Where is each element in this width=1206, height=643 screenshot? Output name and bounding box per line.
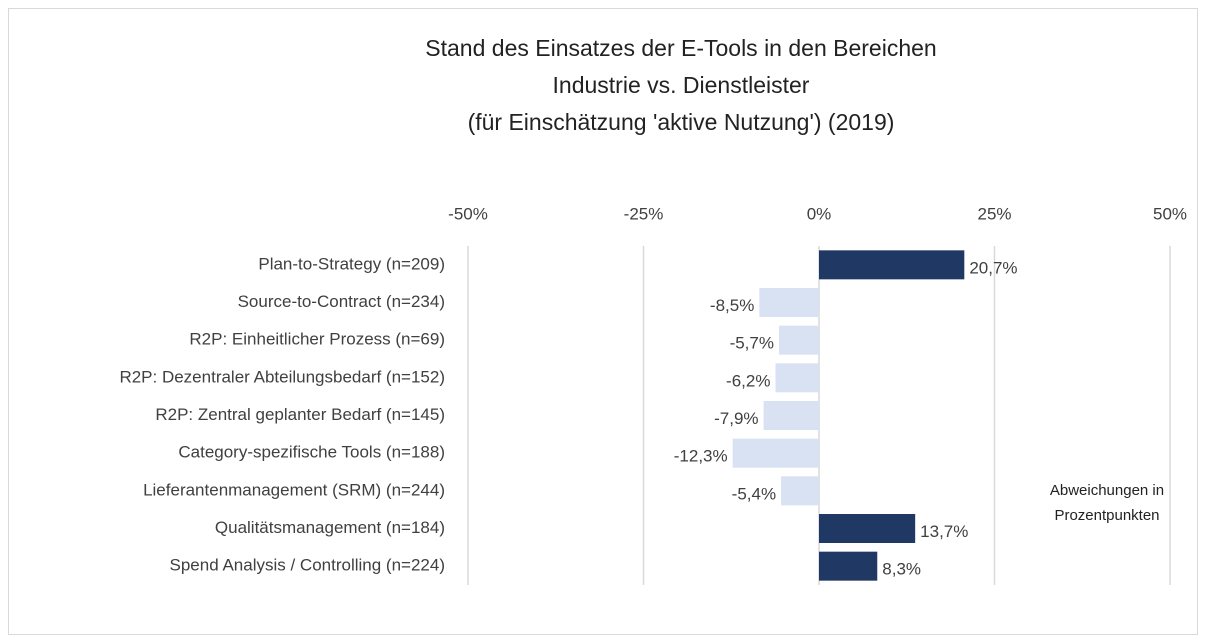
bar — [819, 551, 878, 581]
value-label: -6,2% — [726, 371, 770, 390]
y-tick-label: R2P: Dezentraler Abteilungsbedarf (n=152… — [119, 367, 445, 386]
x-tick-label: 25% — [977, 204, 1011, 223]
bar — [819, 514, 916, 543]
y-tick-label: Source-to-Contract (n=234) — [238, 292, 445, 311]
bar — [781, 476, 819, 506]
x-tick-label: -25% — [624, 204, 664, 223]
y-tick-label: Lieferantenmanagement (SRM) (n=244) — [143, 480, 445, 499]
chart-title: (für Einschätzung 'aktive Nutzung') (201… — [468, 109, 895, 135]
y-tick-label: Plan-to-Strategy (n=209) — [258, 254, 445, 273]
value-label: -7,9% — [714, 409, 758, 428]
y-tick-label: Spend Analysis / Controlling (n=224) — [170, 556, 445, 575]
chart-frame — [8, 8, 1198, 635]
annotation: Abweichungen in — [1050, 482, 1164, 499]
x-tick-label: 50% — [1153, 204, 1187, 223]
value-label: -12,3% — [674, 447, 728, 466]
value-label: 20,7% — [969, 258, 1017, 277]
x-tick-label: -50% — [448, 204, 488, 223]
value-label: -8,5% — [710, 296, 754, 315]
value-label: 13,7% — [920, 522, 968, 541]
bar — [759, 288, 819, 317]
bar — [819, 250, 965, 280]
bar — [763, 401, 819, 430]
value-label: -5,7% — [730, 334, 774, 353]
y-tick-label: Category-spezifische Tools (n=188) — [178, 443, 445, 462]
y-tick-label: R2P: Einheitlicher Prozess (n=69) — [189, 330, 445, 349]
x-tick-label: 0% — [807, 204, 832, 223]
chart-title: Industrie vs. Dienstleister — [553, 72, 810, 98]
value-label: -5,4% — [732, 484, 776, 503]
annotation: Prozentpunkten — [1054, 507, 1159, 524]
y-tick-label: Qualitätsmanagement (n=184) — [215, 518, 445, 537]
bar — [732, 438, 819, 468]
value-label: 8,3% — [882, 560, 921, 579]
bar — [775, 363, 819, 393]
y-tick-label: R2P: Zentral geplanter Bedarf (n=145) — [155, 405, 445, 424]
chart-title: Stand des Einsatzes der E-Tools in den B… — [425, 35, 936, 61]
bar — [778, 325, 819, 355]
